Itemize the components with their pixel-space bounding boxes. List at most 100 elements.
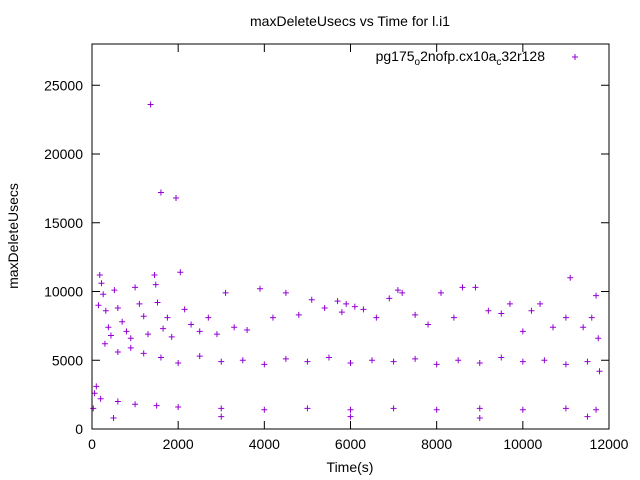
x-tick-label: 6000 (335, 436, 366, 452)
data-point (595, 335, 602, 342)
data-point (562, 314, 569, 321)
data-point (160, 325, 167, 332)
data-point (111, 287, 118, 294)
data-point (177, 269, 184, 276)
data-point (472, 284, 479, 291)
legend-label-suffix: 32r128 (501, 48, 545, 64)
data-point (580, 324, 587, 331)
data-point (218, 413, 225, 420)
data-point (97, 395, 104, 402)
data-point (153, 402, 160, 409)
legend-label: pg175o2nofp.cx10ac32r128 (376, 48, 546, 68)
data-point (173, 195, 180, 201)
data-point (205, 314, 212, 321)
data-point (90, 405, 97, 412)
data-point (181, 306, 188, 313)
data-point (98, 280, 105, 287)
data-point (196, 328, 203, 335)
data-point (105, 324, 112, 331)
data-point (455, 357, 462, 364)
data-point (304, 405, 311, 412)
data-point (321, 305, 328, 311)
data-points (90, 101, 603, 421)
y-tick-label: 5000 (52, 352, 83, 368)
data-point (519, 328, 526, 335)
data-point (110, 415, 117, 421)
data-point (450, 314, 457, 321)
data-point (132, 401, 139, 408)
data-point (541, 357, 548, 364)
data-point (154, 299, 161, 306)
x-tick-label: 0 (88, 436, 96, 452)
data-point (347, 406, 354, 413)
data-point (114, 349, 121, 355)
data-point (476, 415, 483, 421)
data-point (96, 272, 103, 278)
data-point (101, 340, 108, 347)
data-point (152, 281, 159, 288)
data-point (91, 390, 98, 397)
data-point (282, 355, 289, 362)
data-point (188, 321, 195, 328)
data-point (588, 314, 595, 321)
y-tick-label: 25000 (44, 77, 83, 93)
data-point (127, 344, 134, 351)
data-point (567, 274, 574, 281)
data-point (351, 303, 358, 310)
data-point (347, 360, 354, 366)
data-point (213, 331, 220, 338)
data-point (334, 298, 341, 305)
x-tick-label: 8000 (421, 436, 452, 452)
data-point (528, 307, 535, 314)
data-point (175, 360, 182, 366)
data-point (239, 357, 246, 364)
data-point (257, 285, 264, 292)
data-point (140, 350, 147, 357)
legend-marker (572, 54, 578, 60)
data-point (114, 398, 121, 405)
data-point (596, 368, 603, 375)
data-point (425, 321, 432, 328)
data-point (373, 314, 380, 321)
data-point (222, 289, 229, 296)
data-point (140, 313, 147, 320)
data-point (506, 300, 513, 307)
data-point (168, 333, 175, 340)
data-point (95, 302, 102, 309)
legend: pg175o2nofp.cx10ac32r128 (376, 48, 578, 68)
data-point (157, 189, 164, 196)
x-axis-label: Time(s) (327, 459, 374, 475)
legend-label-subscript-2: c (496, 57, 501, 68)
data-point (231, 324, 238, 331)
data-point (261, 406, 268, 413)
data-point (145, 331, 152, 338)
data-point (107, 332, 114, 339)
data-point (295, 311, 302, 318)
y-tick-label: 0 (75, 421, 83, 437)
data-point (433, 406, 440, 413)
data-point (218, 358, 225, 365)
x-tick-label: 12000 (590, 436, 629, 452)
data-point (151, 272, 158, 278)
y-axis-ticks: 0 5000 10000 15000 20000 25000 (44, 77, 609, 437)
data-point (519, 358, 526, 365)
data-point (93, 383, 100, 390)
data-point (244, 327, 251, 333)
x-tick-label: 4000 (249, 436, 280, 452)
data-point (386, 295, 393, 302)
y-tick-label: 15000 (44, 215, 83, 231)
data-point (537, 300, 544, 307)
data-point (476, 360, 483, 366)
data-point (562, 361, 569, 368)
data-point (127, 335, 134, 342)
data-point (369, 357, 376, 364)
chart-title: maxDeleteUsecs vs Time for l.i1 (250, 13, 450, 29)
data-point (347, 413, 354, 420)
data-point (593, 292, 600, 299)
y-tick-label: 10000 (44, 284, 83, 300)
data-point (175, 404, 182, 410)
data-point (549, 324, 556, 331)
data-point (399, 289, 406, 296)
